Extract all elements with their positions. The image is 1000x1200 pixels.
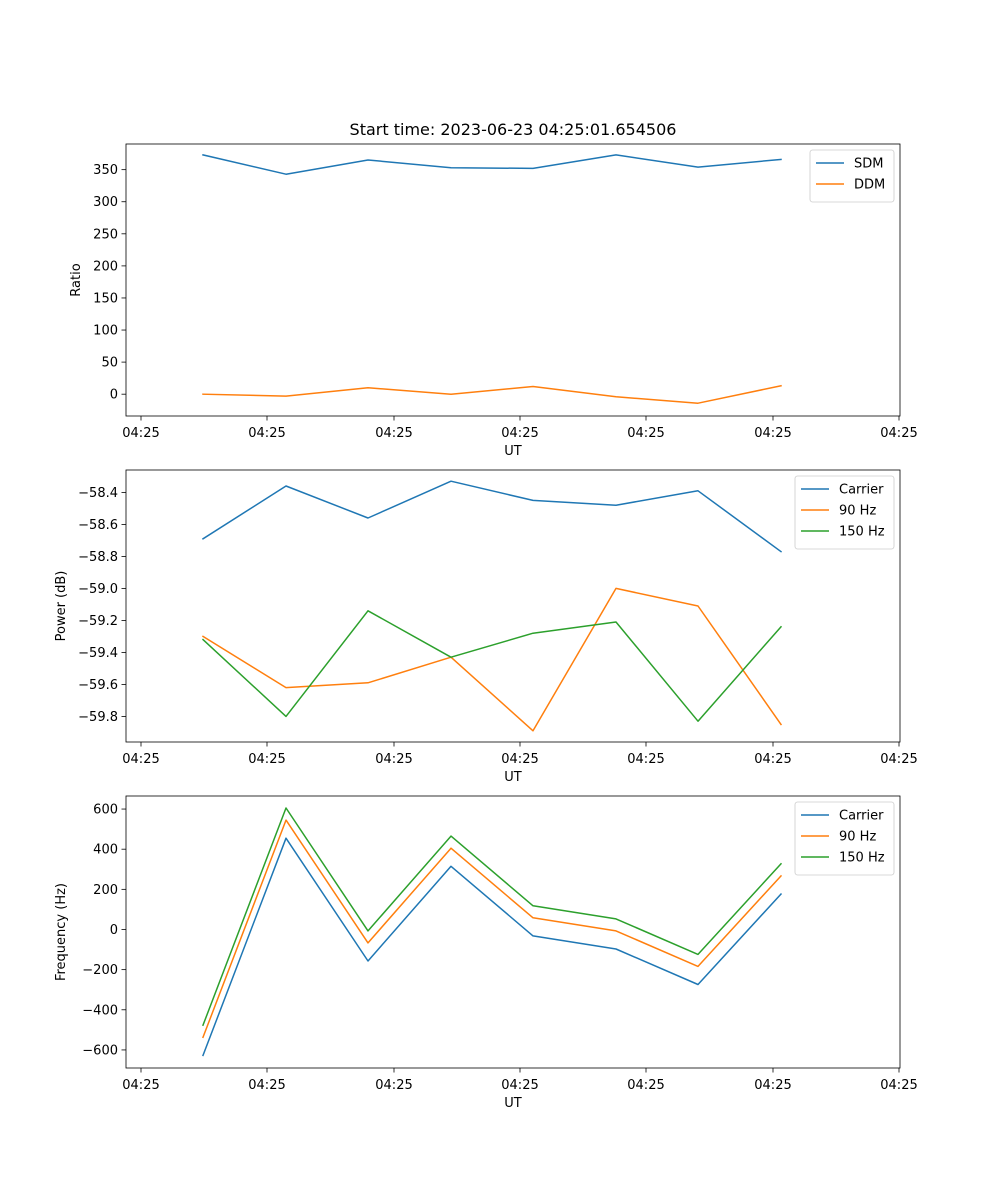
frequency-series-150-hz-line xyxy=(202,807,783,1027)
x-tick-label: 04:25 xyxy=(122,752,159,767)
legend-entry: Carrier xyxy=(839,809,884,824)
y-tick-label: 350 xyxy=(93,163,118,178)
y-tick-label: −200 xyxy=(82,963,118,978)
x-tick-label: 04:25 xyxy=(880,752,917,767)
x-tick-label: 04:25 xyxy=(122,1078,159,1093)
chart-title: Start time: 2023-06-23 04:25:01.654506 xyxy=(350,120,677,139)
x-tick-label: 04:25 xyxy=(627,752,664,767)
frequency-series-90-hz-line xyxy=(202,819,783,1039)
y-tick-label: 600 xyxy=(93,803,118,818)
y-tick-label: −400 xyxy=(82,1003,118,1018)
power-series-carrier-line xyxy=(201,480,783,553)
ratio-panel: Start time: 2023-06-23 04:25:01.654506 04… xyxy=(69,120,918,459)
frequency-series-carrier-line xyxy=(202,837,783,1057)
y-tick-label: 200 xyxy=(93,883,118,898)
ratio-legend: SDM DDM xyxy=(809,149,895,203)
frequency-axes-frame xyxy=(125,795,901,1069)
y-tick-label: −59.0 xyxy=(78,582,118,597)
x-tick-label: 04:25 xyxy=(627,1078,664,1093)
y-axis-label: Power (dB) xyxy=(54,571,69,642)
x-tick-label: 04:25 xyxy=(754,1078,791,1093)
x-tick-label: 04:25 xyxy=(248,752,285,767)
legend-entry: SDM xyxy=(854,157,883,172)
x-tick-label: 04:25 xyxy=(501,426,538,441)
y-tick-label: −58.4 xyxy=(78,486,118,501)
legend-entry: 150 Hz xyxy=(839,525,885,540)
y-tick-label: 0 xyxy=(110,923,118,938)
y-tick-label: 150 xyxy=(93,291,118,306)
y-tick-label: 100 xyxy=(93,324,118,339)
power-axes-frame xyxy=(125,469,901,743)
legend-entry: 90 Hz xyxy=(839,504,876,519)
legend-entry: Carrier xyxy=(839,483,884,498)
x-tick-label: 04:25 xyxy=(627,426,664,441)
y-tick-label: −59.6 xyxy=(78,678,118,693)
x-axis-label: UT xyxy=(504,770,522,785)
x-tick-label: 04:25 xyxy=(754,426,791,441)
x-tick-label: 04:25 xyxy=(880,1078,917,1093)
y-tick-label: 50 xyxy=(101,356,118,371)
y-tick-label: −59.8 xyxy=(78,710,118,725)
y-tick-label: 0 xyxy=(110,388,118,403)
legend-entry: DDM xyxy=(854,178,885,193)
y-tick-label: −59.2 xyxy=(78,614,118,629)
ratio-axes-frame xyxy=(125,143,901,417)
x-axis-label: UT xyxy=(504,444,522,459)
x-tick-label: 04:25 xyxy=(375,1078,412,1093)
x-tick-label: 04:25 xyxy=(248,1078,285,1093)
y-tick-label: 250 xyxy=(93,227,118,242)
x-tick-label: 04:25 xyxy=(754,752,791,767)
power-panel: 04:25 04:25 04:25 04:25 04:25 04:25 04:25 −59.8… xyxy=(54,469,918,785)
y-tick-label: −58.8 xyxy=(78,550,118,565)
y-tick-label: −59.4 xyxy=(78,646,118,661)
power-legend: Carrier 90 Hz 150 Hz xyxy=(794,475,895,550)
x-tick-label: 04:25 xyxy=(880,426,917,441)
y-tick-label: 300 xyxy=(93,195,118,210)
x-tick-label: 04:25 xyxy=(375,752,412,767)
legend-entry: 90 Hz xyxy=(839,830,876,845)
power-series-90-hz-line xyxy=(201,587,783,732)
y-axis-label: Frequency (Hz) xyxy=(54,883,69,981)
x-tick-label: 04:25 xyxy=(501,752,538,767)
ratio-series-sdm-line xyxy=(202,153,782,175)
y-tick-label: −600 xyxy=(82,1043,118,1058)
x-tick-label: 04:25 xyxy=(501,1078,538,1093)
frequency-legend: Carrier 90 Hz 150 Hz xyxy=(794,801,895,876)
x-tick-label: 04:25 xyxy=(248,426,285,441)
x-tick-label: 04:25 xyxy=(122,426,159,441)
frequency-panel: 04:25 04:25 04:25 04:25 04:25 04:25 04:25 −600 −… xyxy=(54,795,918,1111)
x-axis-label: UT xyxy=(504,1096,522,1111)
y-tick-label: −58.6 xyxy=(78,518,118,533)
y-tick-label: 200 xyxy=(93,259,118,274)
y-tick-label: 400 xyxy=(93,843,118,858)
power-series-150-hz-line xyxy=(201,610,783,722)
legend-entry: 150 Hz xyxy=(839,851,885,866)
x-tick-label: 04:25 xyxy=(375,426,412,441)
ratio-series-ddm-line xyxy=(202,384,782,404)
y-axis-label: Ratio xyxy=(69,263,84,296)
